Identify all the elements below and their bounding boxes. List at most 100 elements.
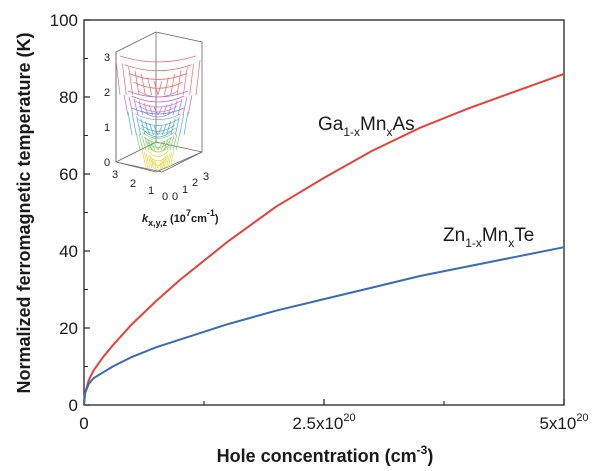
y-axis-ticks: 0 20 40 60 80 100 <box>50 11 90 415</box>
svg-text:3: 3 <box>112 169 118 181</box>
inset-mesh-line <box>124 64 192 72</box>
x-tick-label: 2.5x1020 <box>292 412 355 433</box>
inset-mesh-line <box>143 151 149 169</box>
inset-mesh-line <box>148 145 168 153</box>
inset-mesh-line <box>139 127 177 135</box>
inset-mesh-line <box>119 55 197 63</box>
inset-mesh-line <box>147 155 153 169</box>
inset-mesh-line <box>138 133 144 151</box>
inset-mesh-line <box>174 116 180 136</box>
inset-mesh-line <box>145 145 171 153</box>
inset-mesh-line <box>135 100 181 108</box>
inset-mesh-line <box>131 107 185 115</box>
inset-mesh-line <box>153 160 159 169</box>
svg-text:3: 3 <box>104 52 110 64</box>
y-tick-label: 100 <box>50 11 78 30</box>
inset-mesh-line <box>128 66 134 96</box>
inset-mesh-line <box>141 149 147 169</box>
inset-mesh-line <box>138 105 178 113</box>
y-tick-label: 60 <box>59 165 78 184</box>
inset-mesh-line <box>144 130 172 138</box>
inset-mesh-line <box>169 135 175 151</box>
y-tick-label: 20 <box>59 319 78 338</box>
svg-text:0: 0 <box>172 191 178 203</box>
svg-text:0: 0 <box>104 157 110 169</box>
inset-mesh-line <box>148 104 154 116</box>
inset-mesh-line <box>167 151 173 169</box>
inset-surface-mesh <box>115 55 201 171</box>
inset-mesh-line <box>153 125 159 136</box>
inset-mesh-line <box>133 98 139 116</box>
series-label-gamnas: Ga1-xMnxAs <box>318 114 415 139</box>
inset-mesh-line <box>163 77 169 96</box>
inset-mesh-line <box>131 114 137 136</box>
svg-text:2: 2 <box>104 87 110 99</box>
x-tick-label: 0 <box>79 414 88 433</box>
inset-mesh-line <box>145 153 151 169</box>
inset-mesh-line <box>195 59 201 96</box>
inset-mesh-line <box>169 149 175 169</box>
inset-mesh-line <box>189 63 195 96</box>
inset-mesh-line <box>157 142 163 151</box>
inset-mesh-line <box>160 140 166 151</box>
svg-text:2: 2 <box>192 177 198 189</box>
y-tick-label: 0 <box>69 396 78 415</box>
inset-mesh-line <box>153 142 159 151</box>
series-lines <box>83 72 565 406</box>
inset-mesh-line <box>135 131 141 151</box>
svg-text:0: 0 <box>162 191 168 203</box>
inset-mesh-line <box>127 111 133 136</box>
inset-mesh-line <box>146 141 170 148</box>
inset-mesh-line <box>127 90 189 98</box>
inset-axis-label: kx,y,z (107cm-1) <box>142 208 219 228</box>
inset-mesh-line <box>141 124 175 132</box>
inset-mesh-line <box>175 131 181 151</box>
inset-mesh-line <box>151 163 165 171</box>
inset-mesh-line <box>157 160 163 169</box>
inset-mesh-line <box>177 98 183 116</box>
inset-mesh-line <box>182 66 188 96</box>
inset-mesh-line <box>128 96 134 116</box>
inset-mesh-line <box>136 116 142 136</box>
inset-mesh-line <box>133 81 183 89</box>
series-line-0 <box>83 72 565 406</box>
x-axis-label: Hole concentration (cm-3) <box>217 443 434 466</box>
svg-text:3: 3 <box>203 171 209 183</box>
inset-mesh-line <box>172 133 178 151</box>
svg-text:1: 1 <box>182 184 188 196</box>
inset-mesh-line <box>150 159 166 166</box>
inset-mesh-line <box>183 111 189 136</box>
inset-mesh-line <box>134 113 182 121</box>
inset-mesh-line <box>150 140 156 151</box>
inset-mesh-line <box>148 154 168 162</box>
inset-z-tick-labels: 0 1 2 3 <box>104 52 110 169</box>
y-axis-label: Normalized ferromagnetic temperature (K) <box>14 32 34 393</box>
inset-mesh-line <box>162 123 167 136</box>
series-line-1 <box>83 246 565 406</box>
inset-mesh-line <box>162 104 168 116</box>
inset-mesh-line <box>170 73 176 96</box>
svg-text:2: 2 <box>130 178 136 190</box>
x-axis-ticks: 0 2.5x1020 5x1020 <box>79 399 589 433</box>
inset-mesh-line <box>141 135 147 151</box>
inset-mesh-line <box>182 96 188 116</box>
series-label-znmnte: Zn1-xMnxTe <box>443 225 534 250</box>
inset-band-structure: 0 1 2 3 3 2 1 0 0 1 2 3 kx,y,z (107cm-1) <box>104 31 219 228</box>
inset-mesh-line <box>131 95 185 103</box>
inset-mesh-line <box>179 114 185 136</box>
inset-left-tick-labels: 3 2 1 0 <box>112 169 168 203</box>
inset-mesh-line <box>141 132 175 139</box>
inset-mesh-line <box>149 123 154 136</box>
inset-mesh-line <box>138 119 178 126</box>
y-tick-label: 80 <box>59 88 78 107</box>
inset-mesh-line <box>121 63 127 96</box>
inset-mesh-line <box>123 94 129 116</box>
inset-mesh-line <box>187 94 193 116</box>
y-tick-label: 40 <box>59 242 78 261</box>
inset-mesh-line <box>115 59 121 96</box>
inset-mesh-line <box>128 73 188 80</box>
svg-text:1: 1 <box>104 122 110 134</box>
inset-mesh-line <box>163 155 169 169</box>
svg-text:1: 1 <box>148 185 154 197</box>
